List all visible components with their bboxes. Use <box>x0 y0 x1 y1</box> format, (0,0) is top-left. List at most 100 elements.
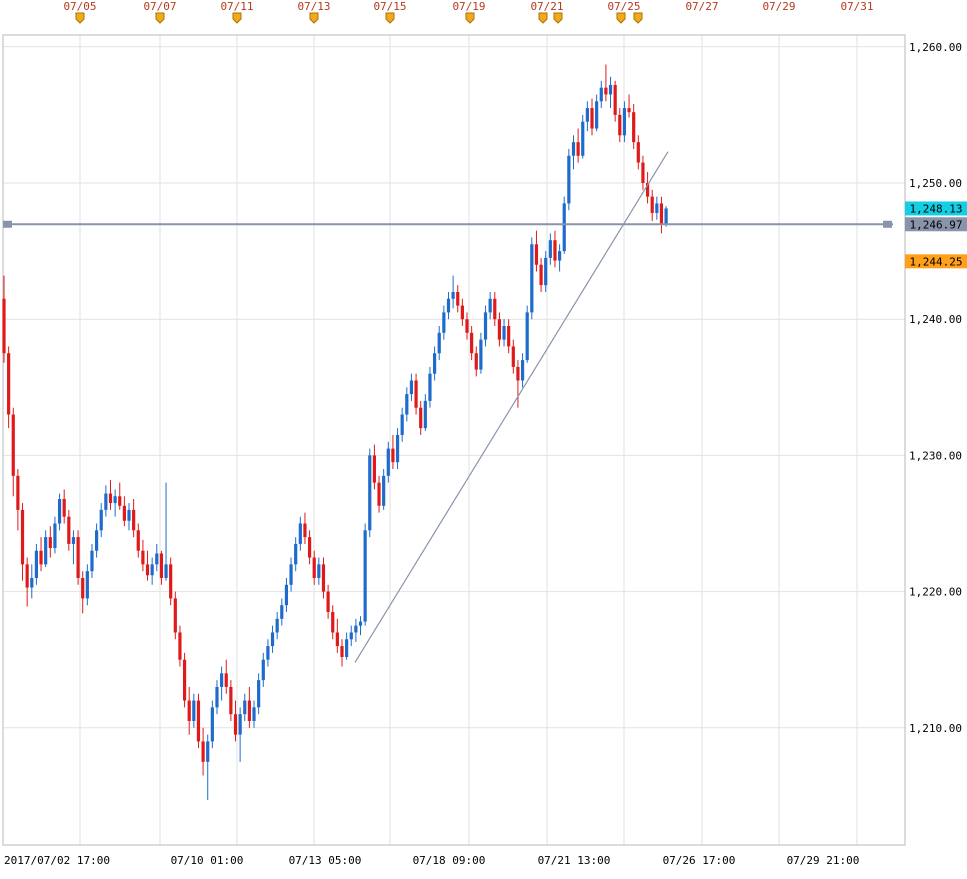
event-flag-icon[interactable] <box>75 12 85 24</box>
candle-body <box>90 550 94 572</box>
candle-body <box>289 564 293 585</box>
candle-body <box>442 312 446 333</box>
candle-body <box>460 305 464 320</box>
candle-body <box>534 244 539 265</box>
candle-body <box>85 571 89 599</box>
candle-body <box>266 646 270 660</box>
candle-body <box>150 564 154 576</box>
candle-body <box>122 505 126 521</box>
candle-body <box>155 553 159 565</box>
candle-body <box>196 700 201 742</box>
top-axis-label: 07/31 <box>840 0 873 13</box>
event-flag-icon[interactable] <box>616 12 626 24</box>
candle-body <box>303 523 307 538</box>
candle-body <box>428 373 432 401</box>
candle-body <box>173 598 177 633</box>
candle-body <box>497 319 502 340</box>
line-handle-left[interactable] <box>3 220 12 228</box>
candle-body <box>544 257 548 286</box>
candle-body <box>530 244 534 313</box>
candle-body <box>238 714 242 735</box>
candle-body <box>590 108 594 129</box>
candle-body <box>104 493 108 510</box>
candle-body <box>192 700 196 721</box>
top-axis-label: 07/05 <box>63 0 96 13</box>
candle-body <box>298 523 302 544</box>
candle-body <box>345 639 349 657</box>
candle-body <box>30 577 34 588</box>
candle-body <box>229 686 233 715</box>
candle-body <box>340 646 344 657</box>
candle-body <box>608 84 613 95</box>
candle-body <box>71 537 76 544</box>
price-tick-label: 1,250.00 <box>909 177 962 190</box>
candle-body <box>62 498 66 517</box>
event-flag-icon[interactable] <box>633 12 643 24</box>
candle-body <box>585 108 589 122</box>
candle-body <box>220 673 224 687</box>
event-flag-icon[interactable] <box>465 12 475 24</box>
candle-body <box>488 298 492 313</box>
candle-body <box>270 632 275 647</box>
candle-body <box>354 625 358 633</box>
price-tick-label: 1,230.00 <box>909 449 962 462</box>
candle-body <box>368 455 372 531</box>
candle-body <box>659 203 664 224</box>
candle-body <box>215 686 219 708</box>
top-axis-label: 07/13 <box>297 0 330 13</box>
candle-body <box>627 108 631 113</box>
price-tick-label: 1,260.00 <box>909 41 962 54</box>
candle-body <box>377 482 381 506</box>
event-flag-icon[interactable] <box>309 12 319 24</box>
event-flag-icon[interactable] <box>553 12 563 24</box>
candle-body <box>636 142 640 163</box>
candle-body <box>409 380 414 395</box>
candle-body <box>382 475 386 506</box>
event-flag-icon[interactable] <box>155 12 165 24</box>
candle-body <box>655 203 659 213</box>
candle-body <box>493 298 497 320</box>
candle-body <box>520 360 525 381</box>
candle-body <box>294 543 298 565</box>
candle-body <box>391 448 395 463</box>
trend-line[interactable] <box>354 151 669 663</box>
bottom-axis-label: 07/18 09:00 <box>413 854 486 867</box>
alert-price-tag <box>905 254 967 269</box>
candle-body <box>210 707 214 742</box>
candle-body <box>595 101 599 129</box>
candle-body <box>164 564 168 578</box>
candle-body <box>405 394 409 415</box>
candle-body <box>178 632 182 660</box>
plot-border <box>2 34 906 846</box>
line-handle-right[interactable] <box>883 220 892 228</box>
candle-body <box>599 87 603 102</box>
candle-body <box>470 332 474 354</box>
candle-body <box>257 680 261 708</box>
candle-body <box>39 550 43 565</box>
candle-body <box>451 291 455 299</box>
event-flag-icon[interactable] <box>232 12 242 24</box>
candle-body <box>456 291 460 306</box>
candle-body <box>169 564 173 599</box>
candle-body <box>136 530 140 551</box>
candle-body <box>57 498 62 524</box>
event-flag-icon[interactable] <box>385 12 395 24</box>
bottom-axis-label: 07/10 01:00 <box>171 854 244 867</box>
candle-body <box>604 87 608 95</box>
bottom-axis-label: 07/21 13:00 <box>538 854 611 867</box>
candle-body <box>479 339 483 370</box>
candle-body <box>372 455 376 483</box>
candle-body <box>507 326 511 347</box>
candle-body <box>25 564 29 588</box>
top-axis-label: 07/19 <box>452 0 485 13</box>
candle-body <box>99 509 103 531</box>
candle-body <box>312 557 316 578</box>
candle-body <box>618 114 622 136</box>
candle-body <box>275 618 279 633</box>
event-flag-icon[interactable] <box>538 12 548 24</box>
candle-body <box>664 208 668 224</box>
top-axis-label: 07/15 <box>373 0 406 13</box>
candle-body <box>511 346 515 367</box>
